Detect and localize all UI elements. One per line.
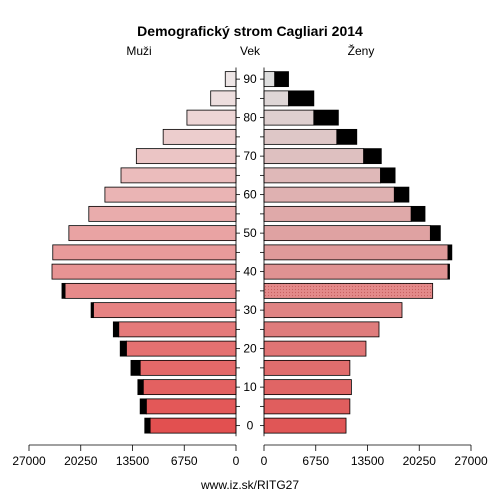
men-excess-bar	[61, 282, 66, 299]
women-excess-bar	[380, 167, 396, 184]
age-tick-label: 60	[243, 188, 257, 202]
age-tick-label: 30	[243, 303, 257, 317]
age-tick-label: 50	[243, 226, 257, 240]
age-tick-label: 20	[243, 342, 257, 356]
age-tick-label: 70	[243, 149, 257, 163]
footer-url: www.iz.sk/RITG27	[200, 478, 299, 492]
x-tick-label-left: 20250	[64, 454, 98, 468]
women-excess-bar	[288, 90, 315, 107]
x-tick-label-right: 0	[261, 454, 268, 468]
women-bar	[263, 186, 395, 203]
men-excess-bar	[144, 417, 151, 434]
women-bar	[263, 263, 449, 280]
men-bar	[142, 379, 237, 396]
men-bars	[51, 71, 237, 434]
men-bar	[210, 90, 237, 107]
women-bar	[263, 148, 365, 165]
men-bar	[64, 282, 237, 299]
men-bar	[149, 417, 237, 434]
age-tick-label: 90	[243, 72, 257, 86]
men-bar	[51, 263, 237, 280]
x-tick-label-right: 20250	[403, 454, 437, 468]
women-excess-bar	[447, 263, 450, 280]
men-bar	[52, 244, 237, 261]
men-excess-bar	[112, 321, 120, 338]
x-tick-label-left: 27000	[12, 454, 46, 468]
men-bar	[162, 128, 237, 145]
women-bar	[263, 398, 351, 415]
age-label: Vek	[240, 44, 261, 58]
women-bar	[263, 417, 347, 434]
x-tick-label-left: 0	[233, 454, 240, 468]
men-excess-bar	[119, 340, 127, 357]
women-bar	[263, 379, 352, 396]
men-excess-bar	[137, 379, 144, 396]
men-bar	[68, 225, 237, 242]
women-excess-bar	[410, 205, 426, 222]
women-excess-bar	[313, 109, 339, 126]
men-bar	[118, 321, 237, 338]
women-excess-bar	[429, 225, 441, 242]
x-tick-label-right: 6750	[302, 454, 329, 468]
chart-title: Demografický strom Cagliari 2014	[137, 23, 363, 39]
women-bar	[263, 109, 315, 126]
women-excess-bar	[336, 128, 358, 145]
women-excess-bar	[447, 244, 453, 261]
women-label: Ženy	[348, 43, 375, 58]
women-bar	[263, 205, 412, 222]
women-bar	[263, 167, 381, 184]
men-bar	[135, 148, 237, 165]
men-bar	[93, 302, 237, 319]
age-tick-label: 40	[243, 265, 257, 279]
women-bars	[263, 71, 453, 434]
men-bar	[125, 340, 237, 357]
women-bar	[263, 302, 403, 319]
women-bar	[263, 128, 338, 145]
women-bar	[263, 282, 434, 299]
men-excess-bar	[130, 359, 141, 376]
women-bar	[263, 225, 431, 242]
men-bar	[186, 109, 237, 126]
men-bar	[120, 167, 237, 184]
men-bar	[88, 205, 237, 222]
men-bar	[139, 359, 237, 376]
men-excess-bar	[90, 302, 94, 319]
men-label: Muži	[126, 44, 151, 58]
women-bar	[263, 244, 449, 261]
women-bar	[263, 71, 276, 88]
age-tick-label: 10	[243, 380, 257, 394]
axes: 90 80 70 60 50 40 30 20 10 0 27000 20250 13500 6750 0 0…	[12, 67, 488, 468]
women-bar	[263, 340, 367, 357]
men-bar	[145, 398, 237, 415]
x-tick-label-right: 13500	[351, 454, 385, 468]
women-excess-bar	[363, 148, 382, 165]
women-excess-bar	[393, 186, 410, 203]
men-bar	[104, 186, 237, 203]
x-tick-label-left: 13500	[116, 454, 150, 468]
x-tick-label-right: 27000	[454, 454, 488, 468]
age-tick-label: 80	[243, 111, 257, 125]
women-bar	[263, 321, 380, 338]
women-bar	[263, 90, 289, 107]
men-excess-bar	[139, 398, 147, 415]
women-bar	[263, 359, 351, 376]
x-tick-label-left: 6750	[171, 454, 198, 468]
age-tick-label: 0	[247, 419, 254, 433]
men-bar	[224, 71, 237, 88]
women-excess-bar	[274, 71, 289, 88]
